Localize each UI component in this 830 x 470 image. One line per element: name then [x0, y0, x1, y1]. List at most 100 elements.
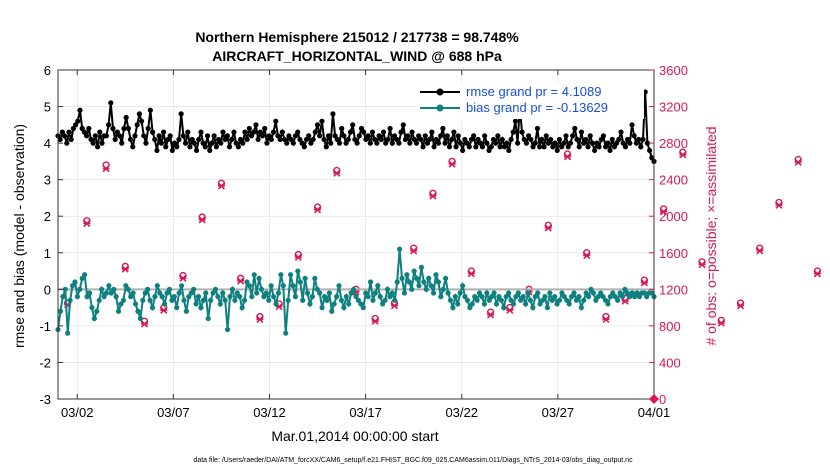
- bias-point: [217, 301, 223, 307]
- x-tick-label: 03/02: [61, 405, 94, 420]
- bias-point: [331, 301, 337, 307]
- rmse-point: [127, 136, 134, 143]
- rmse-point: [378, 136, 384, 143]
- bias-point: [326, 290, 332, 296]
- rmse-point: [108, 100, 114, 106]
- bias-point: [154, 283, 160, 289]
- rmse-point: [455, 133, 461, 139]
- legend-rmse-marker: [436, 88, 444, 96]
- bias-point: [358, 301, 364, 307]
- rmse-point: [400, 122, 406, 128]
- bias-point: [622, 286, 628, 292]
- bias-point: [99, 286, 105, 292]
- bias-point: [617, 290, 623, 296]
- rmse-point: [589, 140, 596, 146]
- bias-point: [125, 286, 131, 292]
- bias-point: [508, 297, 514, 303]
- rmse-point: [367, 140, 373, 146]
- rmse-point: [68, 136, 74, 143]
- y2-tick-label: 1200: [659, 282, 688, 297]
- rmse-point: [374, 140, 380, 146]
- bias-point: [210, 290, 216, 296]
- rmse-point: [277, 136, 283, 143]
- bias-point: [348, 290, 354, 296]
- rmse-point: [321, 136, 327, 143]
- obs-assimilated-point: [506, 306, 514, 314]
- bias-point: [484, 290, 490, 296]
- legend-box: [418, 83, 644, 119]
- rmse-point: [323, 144, 329, 150]
- bias-point: [249, 294, 255, 300]
- rmse-point: [242, 129, 248, 135]
- obs-assimilated-point: [448, 160, 456, 168]
- bias-point: [409, 286, 415, 292]
- bias-point: [96, 297, 102, 303]
- y-tick-label: 1: [44, 246, 51, 261]
- rmse-point: [523, 140, 530, 146]
- rmse-point: [453, 144, 459, 150]
- rmse-point: [211, 133, 217, 139]
- rmse-point: [512, 118, 519, 124]
- bias-point: [554, 301, 560, 307]
- rmse-point: [622, 144, 629, 150]
- rmse-point: [306, 133, 312, 139]
- bias-point: [472, 294, 478, 300]
- rmse-point: [587, 133, 593, 139]
- bias-point: [212, 286, 219, 292]
- bias-point: [300, 297, 306, 303]
- bias-point: [130, 290, 136, 296]
- obs-assimilated-point: [313, 206, 322, 214]
- rmse-point: [319, 118, 325, 124]
- rmse-point: [191, 140, 197, 146]
- obs-assimilated-point: [179, 274, 187, 282]
- rmse-point: [207, 147, 213, 154]
- rmse-point: [273, 118, 279, 124]
- x-tick-label: 03/07: [157, 405, 190, 420]
- bias-point: [241, 297, 248, 303]
- bias-point: [147, 297, 153, 303]
- rmse-point: [429, 129, 435, 135]
- bias-point: [430, 290, 437, 296]
- bias-point: [552, 294, 558, 300]
- rmse-point: [647, 147, 653, 154]
- rmse-point: [493, 140, 499, 146]
- rmse-point: [420, 144, 426, 150]
- rmse-point: [556, 136, 563, 143]
- bias-point: [120, 297, 127, 303]
- rmse-point: [466, 144, 472, 150]
- bias-point: [360, 305, 366, 311]
- bias-point: [377, 294, 383, 300]
- x-tick-label: 04/01: [638, 405, 671, 420]
- bias-point: [365, 294, 371, 300]
- rmse-point: [251, 129, 257, 135]
- rmse-point: [284, 140, 290, 146]
- rmse-point: [497, 144, 503, 150]
- bias-point: [460, 283, 466, 289]
- bias-point: [261, 294, 267, 300]
- bias-point: [629, 290, 635, 296]
- rmse-point: [163, 144, 169, 150]
- bias-point: [263, 290, 269, 296]
- rmse-point: [409, 129, 415, 135]
- rmse-point: [310, 136, 316, 143]
- rmse-point: [213, 144, 219, 150]
- rmse-point: [539, 136, 545, 143]
- rmse-point: [145, 125, 151, 132]
- y-tick-label: 3: [44, 173, 51, 188]
- rmse-point: [515, 140, 521, 146]
- y-axis-left: -3 -2 -1 0 1 2 3 4 5 6: [39, 63, 63, 407]
- rmse-point: [422, 133, 428, 139]
- bias-point: [309, 294, 315, 300]
- y-tick-label: 2: [44, 209, 51, 224]
- rmse-point: [380, 129, 387, 135]
- bias-point: [132, 301, 139, 307]
- obs-counts: [63, 148, 822, 328]
- bias-point: [624, 290, 630, 296]
- rmse-point: [301, 144, 307, 150]
- bias-point: [166, 286, 173, 292]
- bias-point: [69, 283, 76, 289]
- bias-point: [285, 297, 291, 303]
- bias-point: [341, 305, 347, 311]
- bias-point: [317, 290, 323, 296]
- rmse-point: [534, 125, 541, 132]
